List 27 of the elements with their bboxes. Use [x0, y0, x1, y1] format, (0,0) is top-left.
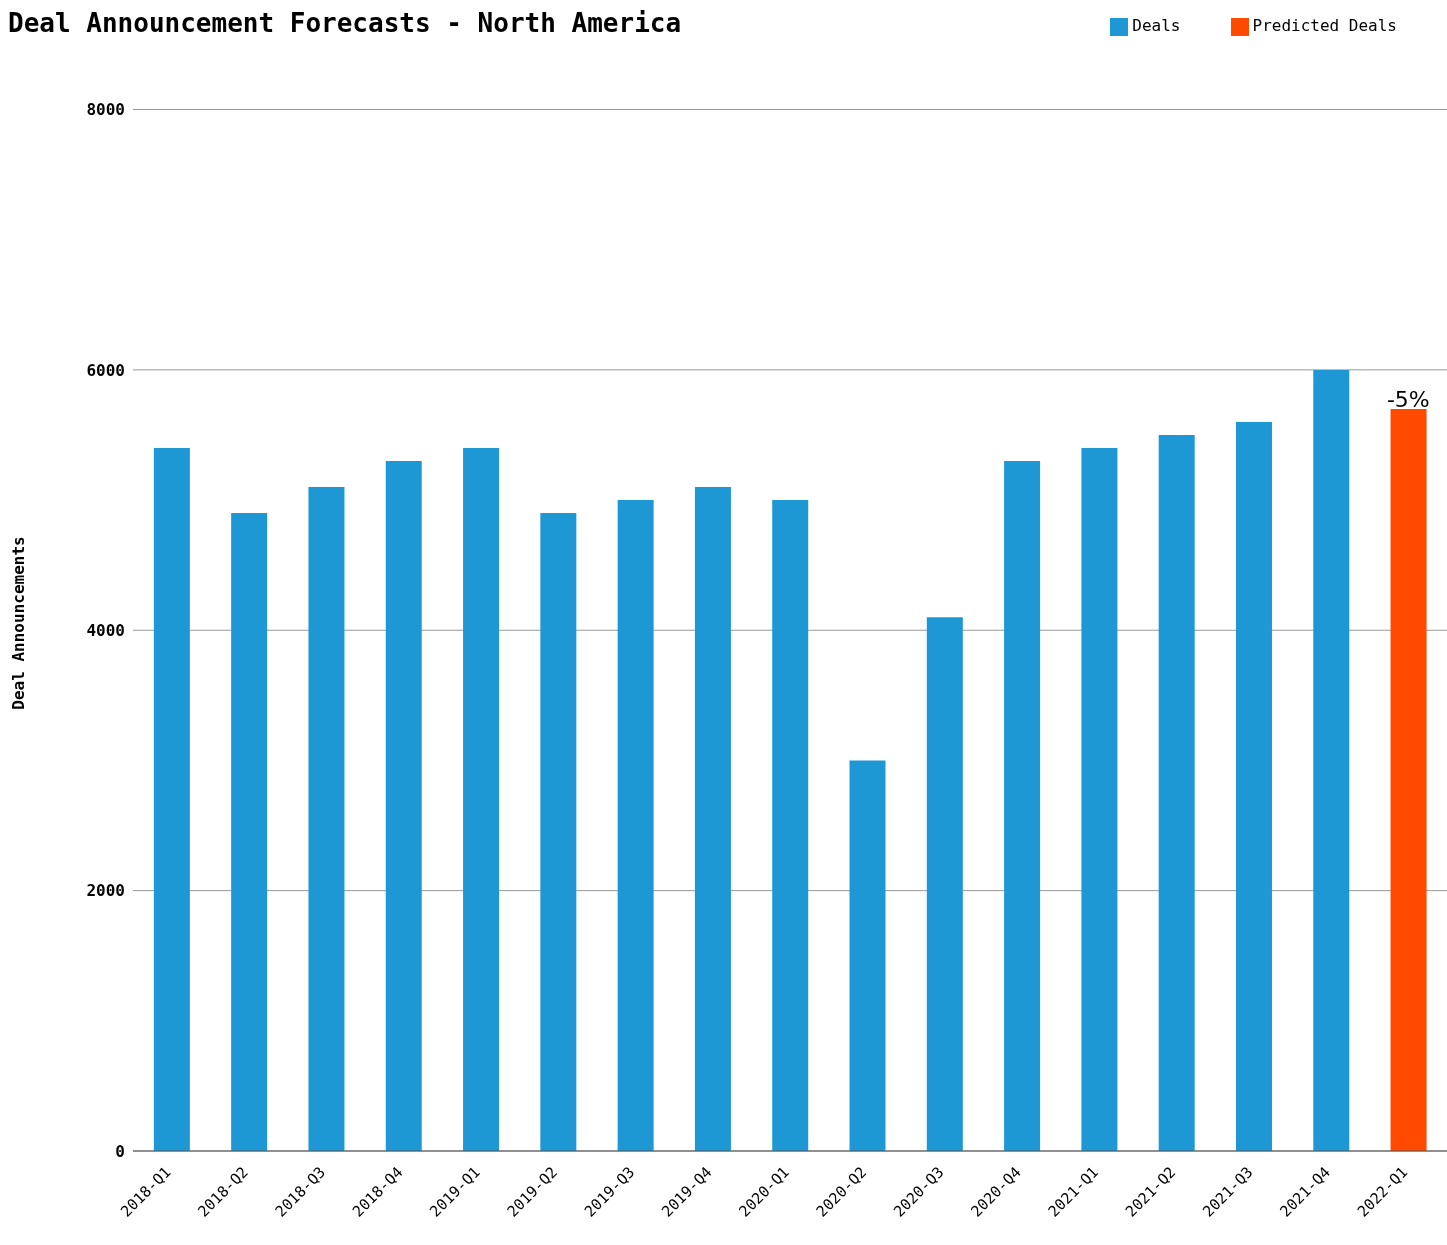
bar [1390, 408, 1427, 1151]
bar [231, 513, 268, 1151]
y-tick-label: 4000 [86, 620, 125, 640]
legend-label: Deals [1132, 16, 1181, 35]
bar [1313, 369, 1350, 1151]
bar [849, 760, 886, 1151]
bar [926, 617, 963, 1151]
y-tick-label: 2000 [86, 881, 125, 901]
bar [463, 447, 500, 1151]
bar [1158, 434, 1195, 1151]
bar [694, 487, 731, 1151]
chart-title: Deal Announcement Forecasts - North America [8, 8, 682, 38]
y-tick-label: 8000 [86, 100, 125, 120]
bar [1235, 421, 1272, 1151]
bar [308, 487, 345, 1151]
bar [1004, 461, 1041, 1151]
bar [385, 461, 422, 1151]
bar [540, 513, 577, 1151]
y-axis-title: Deal Announcements [8, 536, 28, 710]
bar [617, 500, 654, 1151]
legend-label: Predicted Deals [1252, 16, 1397, 35]
y-tick-label: 6000 [86, 360, 125, 380]
annotation: -5% [1386, 386, 1430, 412]
y-tick-label: 0 [115, 1141, 125, 1161]
bar [1081, 447, 1118, 1151]
bar [772, 500, 809, 1151]
bar [153, 447, 190, 1151]
